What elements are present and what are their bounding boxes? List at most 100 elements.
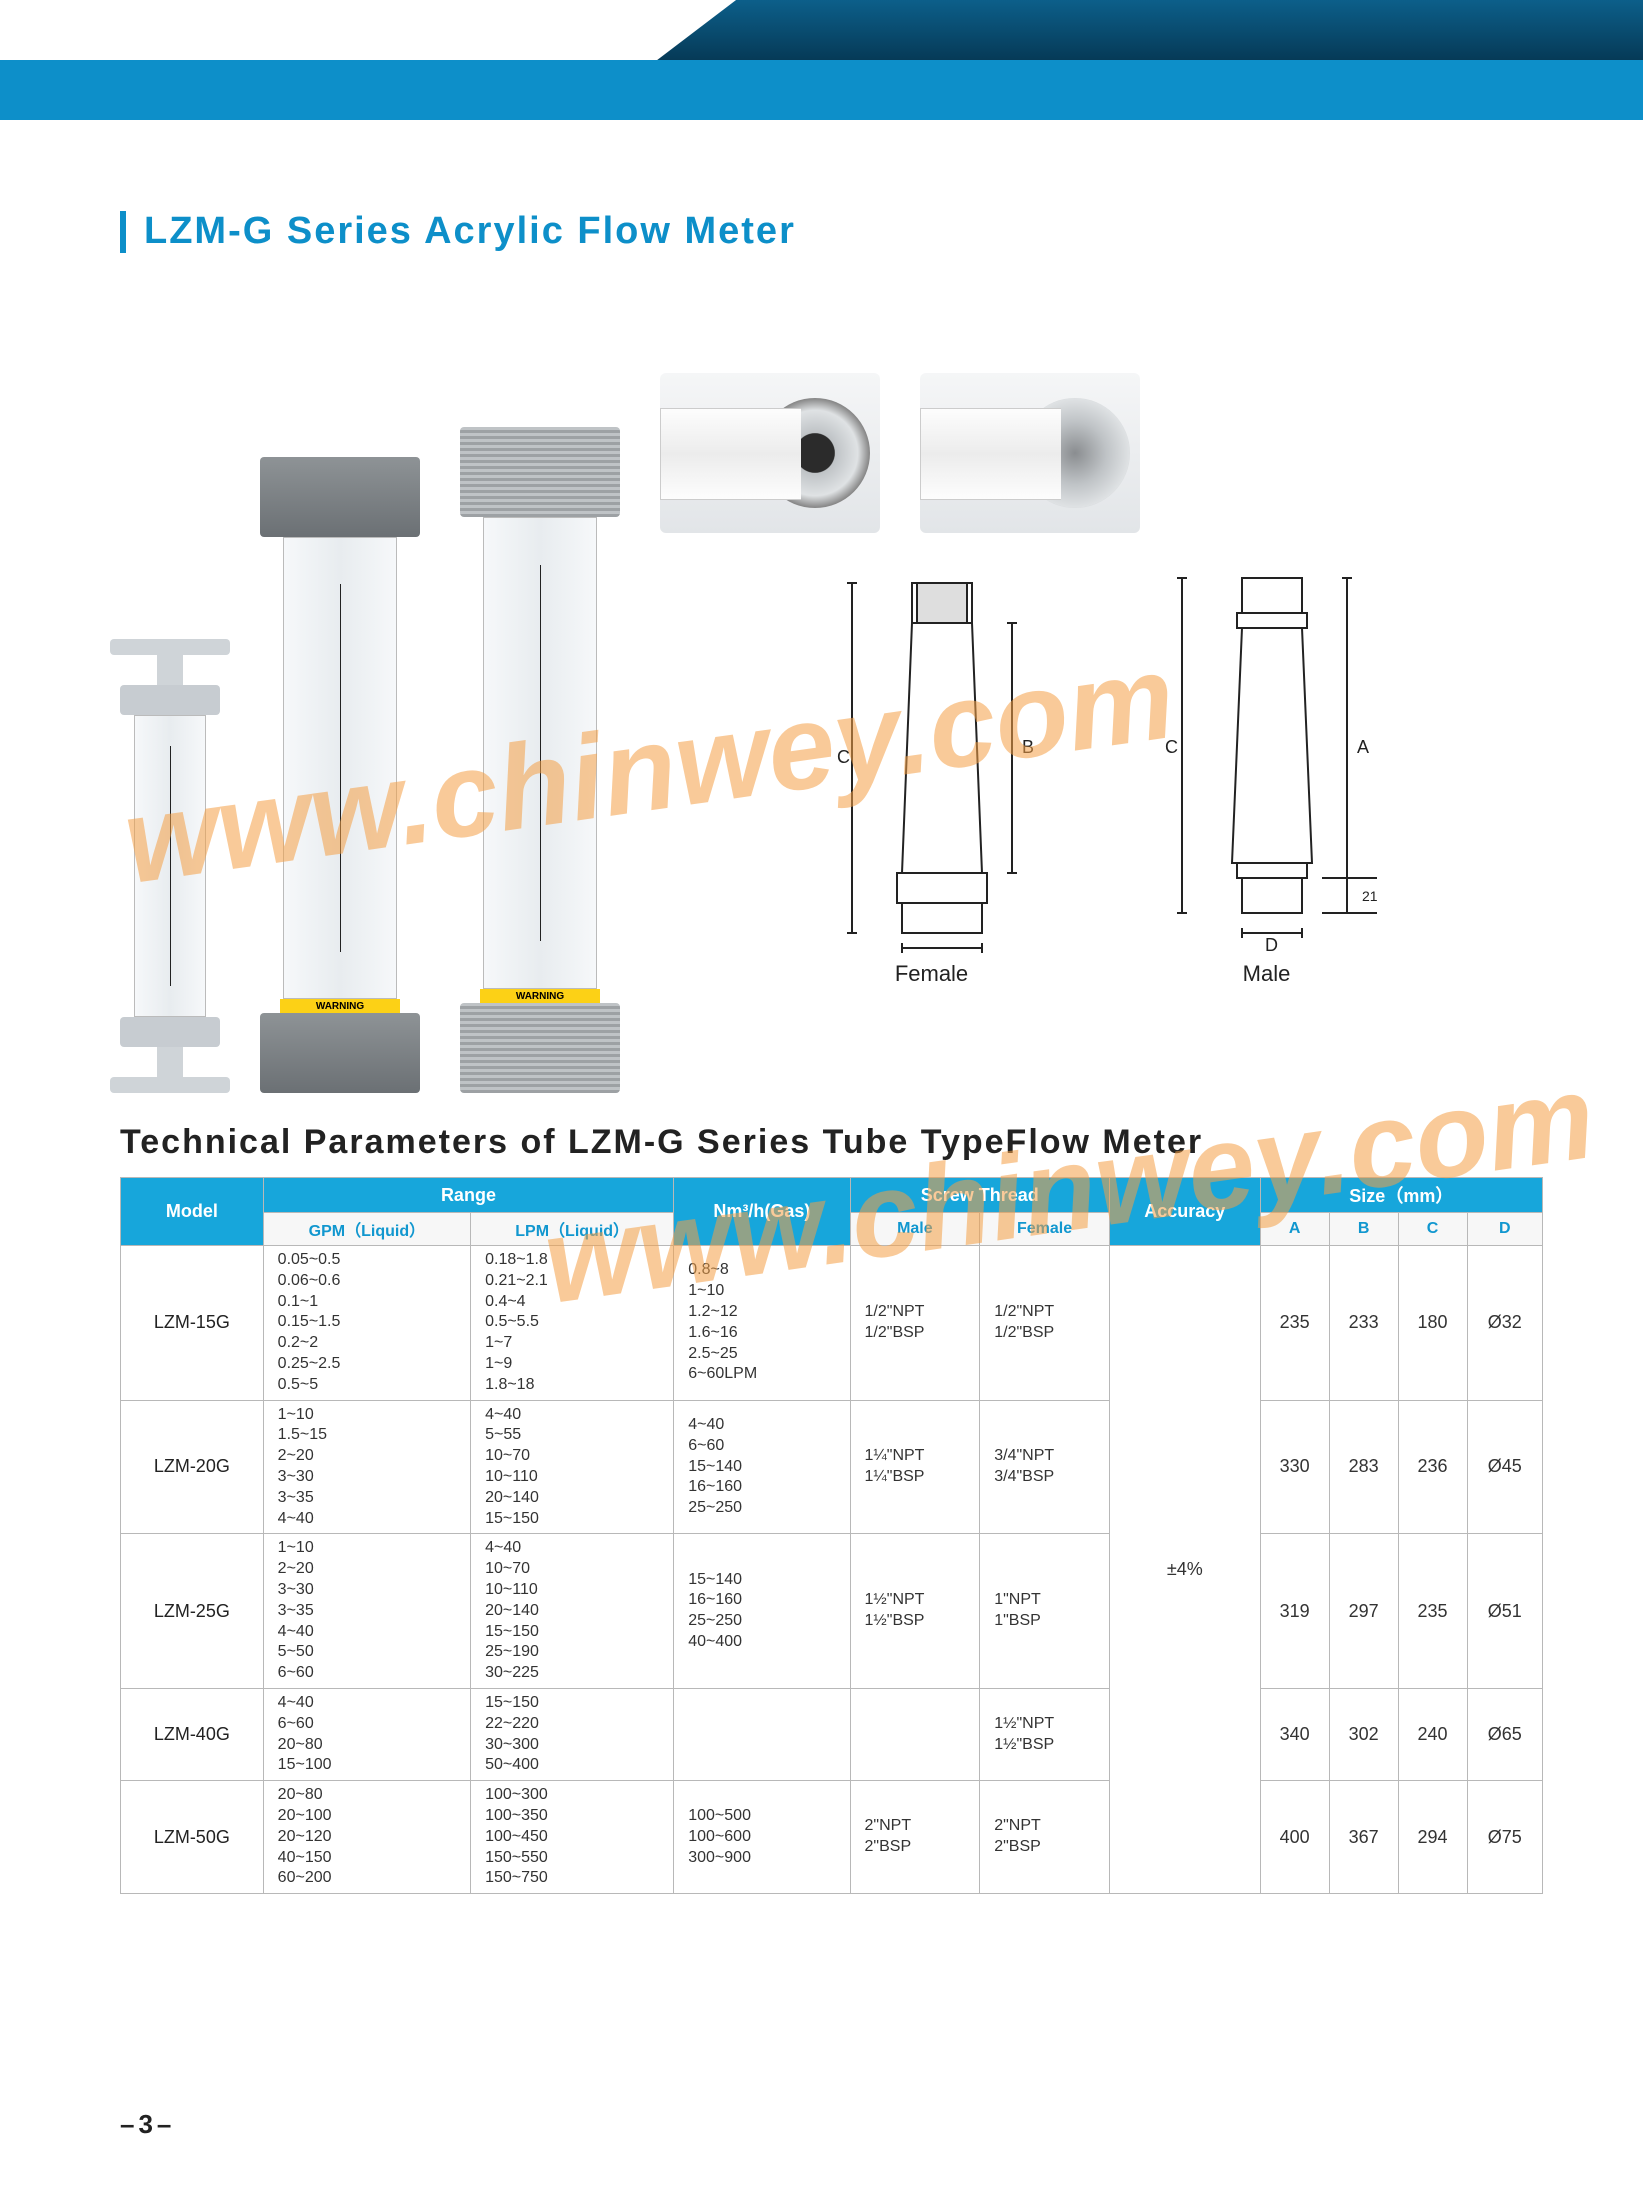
table-cell: 340: [1260, 1688, 1329, 1780]
table-cell: LZM-40G: [121, 1688, 264, 1780]
svg-text:21: 21: [1362, 888, 1378, 904]
table-cell: 0.18~1.8 0.21~2.1 0.4~4 0.5~5.5 1~7 1~9 …: [471, 1246, 674, 1401]
table-cell: [850, 1688, 980, 1780]
table-cell: Ø32: [1467, 1246, 1542, 1401]
grey-cap-bottom: [260, 1013, 420, 1093]
th-D: D: [1467, 1213, 1542, 1246]
page: LZM-G Series Acrylic Flow Meter WARNING: [0, 0, 1643, 2190]
table-cell: 330: [1260, 1400, 1329, 1534]
metal-thread-bottom: [460, 1003, 620, 1093]
table-cell: LZM-50G: [121, 1781, 264, 1894]
female-thread-photo: [660, 373, 880, 533]
table-cell: 1/2"NPT 1/2"BSP: [850, 1246, 980, 1401]
table-header-row-1: Model Range Nm³/h(Gas) Screw Thread Accu…: [121, 1178, 1543, 1213]
table-cell: Ø75: [1467, 1781, 1542, 1894]
table-cell: LZM-15G: [121, 1246, 264, 1401]
th-gas: Nm³/h(Gas): [674, 1178, 850, 1246]
svg-text:D: D: [1265, 935, 1278, 953]
table-cell: 235: [1260, 1246, 1329, 1401]
dimension-diagrams: C B D Female: [660, 573, 1543, 987]
photo-tube: [920, 408, 1061, 500]
spec-table: Model Range Nm³/h(Gas) Screw Thread Accu…: [120, 1177, 1543, 1894]
male-diagram: C A 21 D Male: [1147, 573, 1387, 987]
table-cell: LZM-25G: [121, 1534, 264, 1689]
table-cell: 1/2"NPT 1/2"BSP: [980, 1246, 1110, 1401]
table-row: LZM-40G4~40 6~60 20~80 15~10015~150 22~2…: [121, 1688, 1543, 1780]
th-accuracy: Accuracy: [1109, 1178, 1260, 1246]
th-model: Model: [121, 1178, 264, 1246]
table-row: LZM-25G1~10 2~20 3~30 3~35 4~40 5~50 6~6…: [121, 1534, 1543, 1689]
svg-text:D: D: [937, 952, 950, 953]
table-cell: 100~500 100~600 300~900: [674, 1781, 850, 1894]
page-title: LZM-G Series Acrylic Flow Meter: [144, 210, 796, 253]
grey-cap-top: [260, 457, 420, 537]
table-cell: 1~10 2~20 3~30 3~35 4~40 5~50 6~60: [263, 1534, 470, 1689]
table-cell: 1½"NPT 1½"BSP: [980, 1688, 1110, 1780]
female-diagram: C B D Female: [817, 573, 1047, 987]
table-cell: 1¼"NPT 1¼"BSP: [850, 1400, 980, 1534]
page-number: –3–: [120, 2109, 175, 2140]
table-cell: 233: [1329, 1246, 1398, 1401]
table-cell: 100~300 100~350 100~450 150~550 150~750: [471, 1781, 674, 1894]
table-cell: 235: [1398, 1534, 1467, 1689]
title-block: LZM-G Series Acrylic Flow Meter: [120, 210, 1543, 253]
table-cell: 4~40 5~55 10~70 10~110 20~140 15~150: [471, 1400, 674, 1534]
th-A: A: [1260, 1213, 1329, 1246]
table-cell: 180: [1398, 1246, 1467, 1401]
th-female: Female: [980, 1213, 1110, 1246]
table-cell: 1"NPT 1"BSP: [980, 1534, 1110, 1689]
flange-top: [110, 639, 230, 655]
table-cell: 4~40 6~60 20~80 15~100: [263, 1688, 470, 1780]
table-cell: Ø65: [1467, 1688, 1542, 1780]
table-cell: 4~40 6~60 15~140 16~160 25~250: [674, 1400, 850, 1534]
table-cell: 297: [1329, 1534, 1398, 1689]
th-gpm: GPM（Liquid）: [263, 1213, 470, 1246]
th-C: C: [1398, 1213, 1467, 1246]
table-cell: 15~140 16~160 25~250 40~400: [674, 1534, 850, 1689]
tube-body: [483, 517, 597, 989]
table-cell: 20~80 20~100 20~120 40~150 60~200: [263, 1781, 470, 1894]
banner-dark-triangle: [657, 0, 1643, 60]
banner-blue-bar: [0, 60, 1643, 120]
table-cell: LZM-20G: [121, 1400, 264, 1534]
th-range: Range: [263, 1178, 674, 1213]
table-row: LZM-15G0.05~0.5 0.06~0.6 0.1~1 0.15~1.5 …: [121, 1246, 1543, 1401]
svg-text:B: B: [1022, 737, 1034, 757]
accuracy-cell: ±4%: [1109, 1246, 1260, 1894]
table-head: Model Range Nm³/h(Gas) Screw Thread Accu…: [121, 1178, 1543, 1246]
metal-thread-top: [460, 427, 620, 517]
female-label: Female: [895, 961, 968, 987]
thread-photos: [660, 373, 1140, 533]
svg-text:A: A: [1357, 737, 1369, 757]
meter-photo-grey: WARNING: [260, 457, 420, 1093]
shaft-bottom: [157, 1047, 183, 1077]
section-title: Technical Parameters of LZM-G Series Tub…: [120, 1123, 1543, 1162]
table-cell: 319: [1260, 1534, 1329, 1689]
table-cell: 236: [1398, 1400, 1467, 1534]
female-diagram-svg: C B D: [817, 573, 1047, 953]
meter-photo-flange: [120, 639, 220, 1093]
table-body: LZM-15G0.05~0.5 0.06~0.6 0.1~1 0.15~1.5 …: [121, 1246, 1543, 1894]
table-cell: Ø51: [1467, 1534, 1542, 1689]
th-lpm: LPM（Liquid）: [471, 1213, 674, 1246]
table-cell: 0.05~0.5 0.06~0.6 0.1~1 0.15~1.5 0.2~2 0…: [263, 1246, 470, 1401]
table-cell: 1~10 1.5~15 2~20 3~30 3~35 4~40: [263, 1400, 470, 1534]
top-banner: [0, 0, 1643, 120]
table-cell: 2"NPT 2"BSP: [850, 1781, 980, 1894]
warning-label: WARNING: [280, 999, 400, 1013]
table-cell: 400: [1260, 1781, 1329, 1894]
tube-body: [283, 537, 397, 999]
male-diagram-svg: C A 21 D: [1147, 573, 1387, 953]
figure-area: WARNING WARNING: [120, 373, 1543, 1093]
table-cell: 2"NPT 2"BSP: [980, 1781, 1110, 1894]
table-cell: [674, 1688, 850, 1780]
warning-label: WARNING: [480, 989, 600, 1003]
table-cell: 0.8~8 1~10 1.2~12 1.6~16 2.5~25 6~60LPM: [674, 1246, 850, 1401]
tube-body: [134, 715, 206, 1017]
flange-bottom: [110, 1077, 230, 1093]
th-male: Male: [850, 1213, 980, 1246]
table-row: LZM-20G1~10 1.5~15 2~20 3~30 3~35 4~404~…: [121, 1400, 1543, 1534]
table-cell: 4~40 10~70 10~110 20~140 15~150 25~190 3…: [471, 1534, 674, 1689]
table-cell: 1½"NPT 1½"BSP: [850, 1534, 980, 1689]
svg-text:C: C: [1165, 737, 1178, 757]
